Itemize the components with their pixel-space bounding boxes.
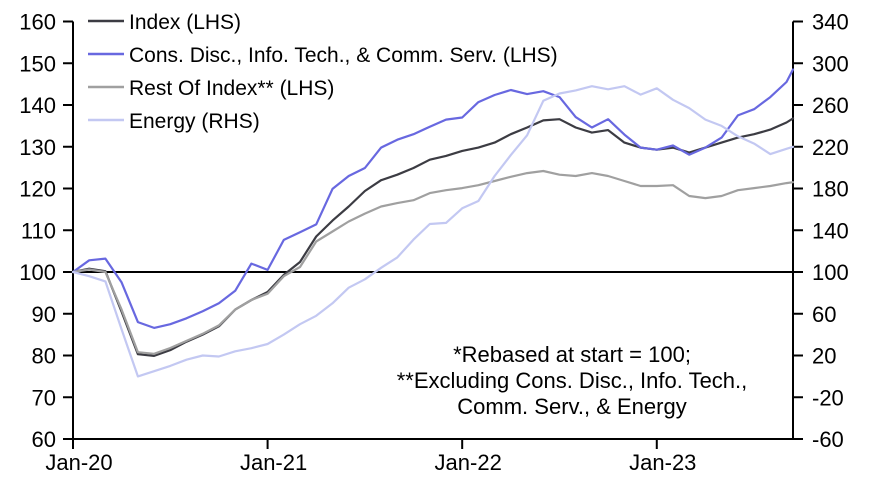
- rhs-tick-label: 300: [812, 51, 849, 76]
- legend-label-cons-disc-info-tech-comm-serv: Cons. Disc., Info. Tech., & Comm. Serv. …: [129, 44, 558, 67]
- lhs-tick-label: 150: [19, 51, 56, 76]
- series-line-rest-of-index: [71, 169, 795, 355]
- lhs-tick-label: 140: [19, 93, 56, 118]
- rhs-tick-label: 100: [812, 260, 849, 285]
- x-tick-label: Jan-23: [629, 450, 696, 475]
- lhs-tick-label: 90: [32, 302, 56, 327]
- lhs-tick-label: 160: [19, 10, 56, 35]
- rhs-tick-label: 260: [812, 93, 849, 118]
- annotation-line-2: **Excluding Cons. Disc., Info. Tech.,: [397, 368, 748, 393]
- legend-label-index: Index (LHS): [129, 11, 241, 34]
- lhs-tick-label: 70: [32, 385, 56, 410]
- rhs-tick-label: -20: [812, 385, 844, 410]
- lhs-tick-label: 120: [19, 177, 56, 202]
- lhs-tick-label: 80: [32, 344, 56, 369]
- rhs-tick-label: -60: [812, 427, 844, 452]
- rhs-tick-label: 180: [812, 177, 849, 202]
- annotation-line-3: Comm. Serv., & Energy: [457, 394, 686, 419]
- annotation-line-1: *Rebased at start = 100;: [453, 342, 691, 367]
- lhs-tick-label: 130: [19, 135, 56, 160]
- rhs-tick-label: 140: [812, 218, 849, 243]
- x-tick-label: Jan-20: [45, 450, 112, 475]
- series-line-energy: [71, 85, 795, 378]
- legend-label-rest-of-index: Rest Of Index** (LHS): [129, 77, 334, 100]
- lhs-tick-label: 100: [19, 260, 56, 285]
- x-tick-label: Jan-21: [240, 450, 307, 475]
- rhs-tick-label: 220: [812, 135, 849, 160]
- rhs-tick-label: 20: [812, 344, 836, 369]
- rhs-tick-label: 340: [812, 10, 849, 35]
- lhs-tick-label: 60: [32, 427, 56, 452]
- legend-label-energy: Energy (RHS): [129, 110, 260, 133]
- lhs-tick-label: 110: [21, 218, 56, 243]
- rhs-tick-label: 60: [812, 302, 836, 327]
- series-line-cons-disc-info-tech-comm-serv: [71, 68, 795, 329]
- x-tick-label: Jan-22: [435, 450, 502, 475]
